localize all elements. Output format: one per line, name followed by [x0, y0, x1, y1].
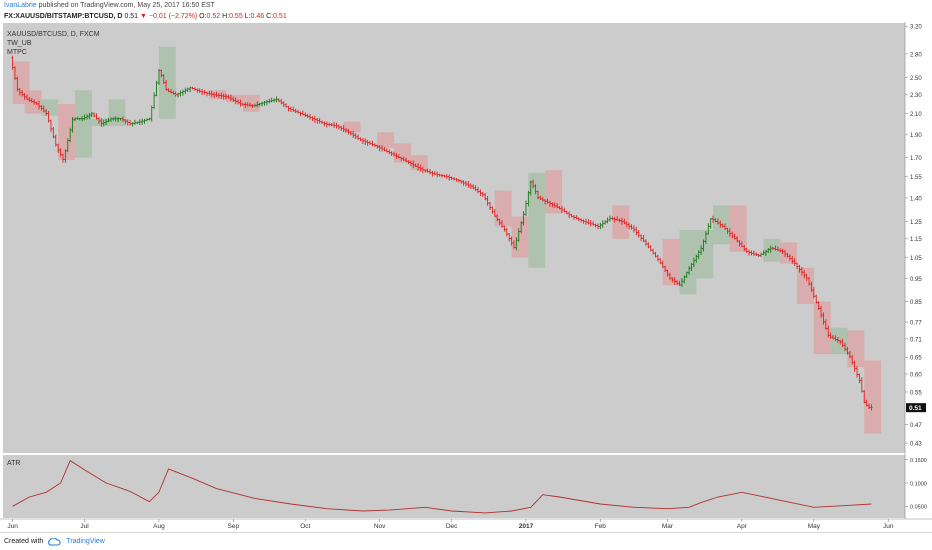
weekly-box: [343, 121, 361, 133]
open-value: 0.52: [206, 13, 221, 20]
last-price-tag-label: 0.51: [909, 405, 922, 412]
weekly-box: [797, 267, 814, 305]
publish-line: IvanLabrie published on TradingView.com,…: [4, 2, 215, 9]
weekly-box: [410, 155, 428, 171]
weekly-box: [74, 90, 92, 158]
time-tick-label: Feb: [595, 523, 607, 530]
price-tick-label: 0.43: [910, 442, 922, 448]
time-tick-label: Dec: [446, 523, 458, 530]
time-tick-label: Oct: [300, 523, 310, 530]
price-change: −0.01 (−2.72%): [148, 13, 198, 20]
weekly-box: [679, 229, 697, 295]
series-legend: XAUUSD/BTCUSD, D, FXCM: [7, 31, 100, 38]
time-tick-label: Jun: [7, 523, 18, 530]
main-pane: [3, 23, 905, 453]
price-tick-label: 0.47: [910, 423, 922, 429]
close-label: C:: [266, 13, 274, 20]
atr-tick-label: 0.1000: [910, 481, 927, 487]
weekly-box: [91, 118, 109, 126]
price-tick-label: 0.77: [910, 320, 922, 326]
price-tick-label: 0.60: [910, 372, 922, 378]
time-tick-label: Apr: [737, 523, 748, 530]
price-tick-label: 0.95: [910, 277, 922, 283]
weekly-box: [612, 205, 630, 239]
atr-legend: ATR: [7, 460, 20, 467]
author-link[interactable]: IvanLabrie: [4, 2, 37, 9]
cloud-icon: [48, 537, 61, 546]
low-label: L:: [244, 13, 251, 20]
price-tick-label: 2.80: [910, 52, 922, 58]
time-tick-label: Jul: [80, 523, 89, 530]
price-tick-label: 1.15: [910, 237, 922, 243]
price-tick-label: 2.10: [910, 112, 922, 118]
price-tick-label: 2.30: [910, 93, 922, 99]
symbol-name: FX:XAUUSD/BITSTAMP:BTCUSD, D: [4, 13, 123, 20]
weekly-box: [528, 172, 546, 268]
price-tick-label: 2.50: [910, 76, 922, 82]
weekly-box: [58, 104, 76, 161]
weekly-box: [108, 99, 126, 126]
atr-tick-label: 0.1500: [910, 458, 927, 464]
time-tick-label: Mar: [662, 523, 674, 530]
close-value: 0.51: [273, 13, 287, 20]
footer: Created with TradingView: [0, 532, 932, 550]
weekly-box: [780, 242, 798, 264]
time-tick-label: Jun: [883, 523, 894, 530]
created-with-label: Created with: [4, 538, 44, 545]
price-tick-label: 1.90: [910, 133, 922, 139]
atr-line: [12, 459, 872, 514]
indicator-legend: TW_UB: [7, 40, 32, 47]
weekly-box: [847, 330, 865, 368]
weekly-box: [729, 205, 747, 252]
weekly-box: [696, 229, 714, 279]
time-tick-label: Nov: [374, 523, 386, 530]
last-price: 0.51: [124, 13, 139, 20]
price-tick-label: 1.25: [910, 220, 922, 226]
weekly-box: [158, 46, 176, 119]
weekly-box: [494, 190, 512, 227]
atr-pane: [3, 455, 905, 518]
atr-tick-label: 0.0500: [910, 505, 927, 511]
time-tick-label: Sep: [228, 523, 240, 530]
down-arrow-icon: ▼: [140, 13, 147, 20]
price-tick-label: 1.40: [910, 196, 922, 202]
price-tick-label: 0.55: [910, 390, 922, 396]
time-tick-label: Aug: [153, 523, 165, 530]
open-label: O:: [199, 13, 207, 20]
time-tick-label: 2017: [519, 523, 534, 530]
price-tick-label: 0.71: [910, 337, 922, 343]
symbol-line: FX:XAUUSD/BITSTAMP:BTCUSD, D 0.51 ▼ −0.0…: [4, 13, 287, 20]
high-value: 0.55: [229, 13, 243, 20]
weekly-box: [662, 238, 680, 286]
weekly-box: [511, 216, 529, 258]
weekly-box: [864, 360, 882, 434]
price-tick-label: 1.05: [910, 256, 922, 262]
weekly-box: [813, 301, 831, 355]
tradingview-link[interactable]: TradingView: [66, 538, 105, 545]
price-tick-label: 1.70: [910, 156, 922, 162]
indicator-legend: MTPC: [7, 49, 27, 56]
weekly-box: [763, 238, 781, 262]
weekly-box: [394, 143, 411, 163]
price-tick-label: 1.55: [910, 175, 922, 181]
price-chart[interactable]: 3.20 2.80 2.50 2.30 2.10 1.90 1.70 1.55 1.40 1.25…: [0, 22, 932, 532]
publish-info: published on TradingView.com, May 25, 20…: [38, 2, 215, 9]
price-tick-label: 3.20: [910, 25, 922, 31]
time-tick-label: May: [808, 523, 821, 530]
weekly-box: [377, 132, 395, 149]
weekly-box: [41, 99, 59, 116]
last-price-tag: [906, 403, 926, 413]
price-tick-label: 0.65: [910, 356, 922, 362]
weekly-box: [226, 94, 243, 103]
low-value: 0.46: [250, 13, 265, 20]
weekly-box: [242, 94, 260, 112]
price-tick-label: 0.85: [910, 300, 922, 306]
high-label: H:: [222, 13, 230, 20]
